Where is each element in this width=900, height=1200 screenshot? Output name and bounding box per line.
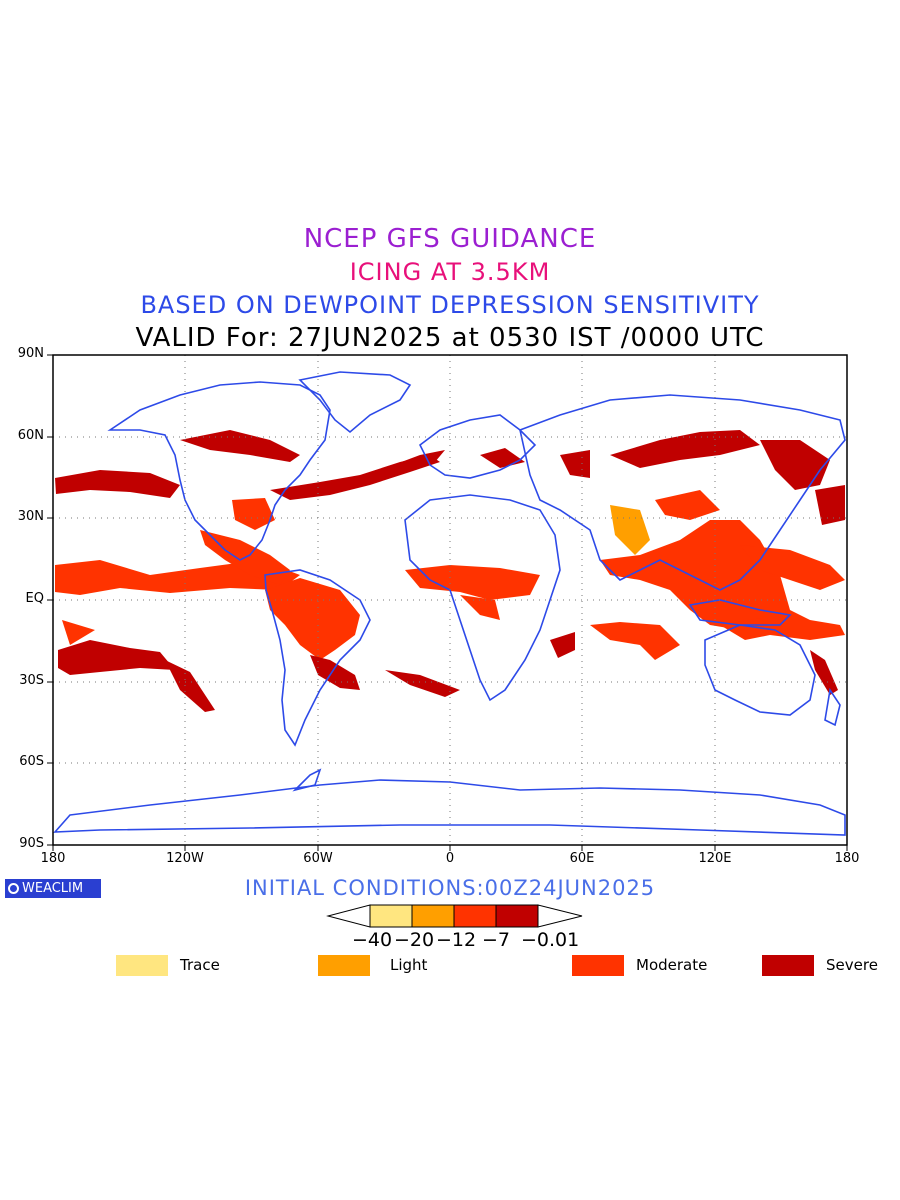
colorbar-tick: −20 bbox=[394, 929, 435, 951]
lat-label-eq: EQ bbox=[25, 591, 44, 606]
legend-swatch-severe bbox=[762, 955, 814, 976]
severe-region bbox=[550, 632, 575, 658]
severe-region bbox=[810, 650, 838, 695]
severe-region bbox=[165, 660, 215, 712]
moderate-region bbox=[655, 490, 720, 520]
moderate-region bbox=[590, 622, 680, 660]
lon-label-60e: 60E bbox=[569, 851, 595, 866]
severe-region bbox=[380, 450, 445, 472]
moderate-region bbox=[265, 578, 360, 660]
lon-label-180w: 180 bbox=[40, 851, 66, 866]
title-line-1: NCEP GFS GUIDANCE bbox=[303, 224, 597, 254]
severe-region bbox=[180, 430, 300, 462]
title-line-2: ICING AT 3.5KM bbox=[349, 258, 551, 286]
lat-label-30n: 30N bbox=[17, 509, 44, 524]
moderate-region bbox=[460, 595, 500, 620]
lat-label-30s: 30S bbox=[19, 673, 44, 688]
legend-swatch-light bbox=[318, 955, 370, 976]
legend-swatch-trace bbox=[116, 955, 168, 976]
severe-region bbox=[815, 485, 845, 525]
lat-label-90n: 90N bbox=[17, 346, 44, 361]
legend-label-severe: Severe bbox=[826, 956, 878, 974]
legend-label-light: Light bbox=[390, 956, 428, 974]
colorbar-tick: −12 bbox=[436, 929, 477, 951]
logo-ring-icon bbox=[8, 883, 19, 894]
weaclim-logo: WEACLIM bbox=[5, 879, 101, 898]
moderate-region bbox=[55, 560, 300, 595]
logo-text: WEACLIM bbox=[22, 881, 84, 896]
moderate-region bbox=[600, 520, 845, 640]
severe-region bbox=[385, 670, 460, 697]
lat-label-60s: 60S bbox=[19, 754, 44, 769]
axis-ticks bbox=[47, 354, 848, 851]
icing-regions bbox=[55, 430, 845, 712]
moderate-region bbox=[740, 545, 845, 590]
light-region bbox=[610, 505, 650, 555]
colorbar-tick: −40 bbox=[352, 929, 393, 951]
lon-label-120e: 120E bbox=[698, 851, 732, 866]
severe-region bbox=[480, 448, 525, 468]
lat-label-60n: 60N bbox=[17, 428, 44, 443]
severe-region bbox=[55, 470, 180, 498]
severe-region bbox=[760, 440, 830, 490]
valid-time-title: VALID For: 27JUN2025 at 0530 IST /0000 U… bbox=[135, 323, 765, 353]
graticule bbox=[53, 355, 847, 845]
lon-label-60w: 60W bbox=[303, 851, 333, 866]
lon-label-180e: 180 bbox=[834, 851, 860, 866]
moderate-region bbox=[62, 620, 95, 645]
lat-label-90s: 90S bbox=[19, 836, 44, 851]
legend-label-moderate: Moderate bbox=[636, 956, 708, 974]
legend-swatch-moderate bbox=[572, 955, 624, 976]
coastlines bbox=[53, 371, 846, 836]
colorbar-tick: −7 bbox=[482, 929, 511, 951]
title-line-3: BASED ON DEWPOINT DEPRESSION SENSITIVITY bbox=[140, 291, 760, 319]
lon-label-120w: 120W bbox=[166, 851, 204, 866]
moderate-region bbox=[232, 498, 275, 530]
legend-label-trace: Trace bbox=[180, 956, 220, 974]
initial-conditions: INITIAL CONDITIONS:00Z24JUN2025 bbox=[244, 876, 656, 900]
severe-region bbox=[58, 640, 175, 675]
lon-label-0: 0 bbox=[445, 851, 455, 866]
severe-region bbox=[560, 450, 590, 478]
moderate-region bbox=[405, 565, 540, 600]
severe-region bbox=[310, 655, 360, 690]
severe-region bbox=[610, 430, 760, 468]
colorbar-tick: −0.01 bbox=[521, 929, 580, 951]
